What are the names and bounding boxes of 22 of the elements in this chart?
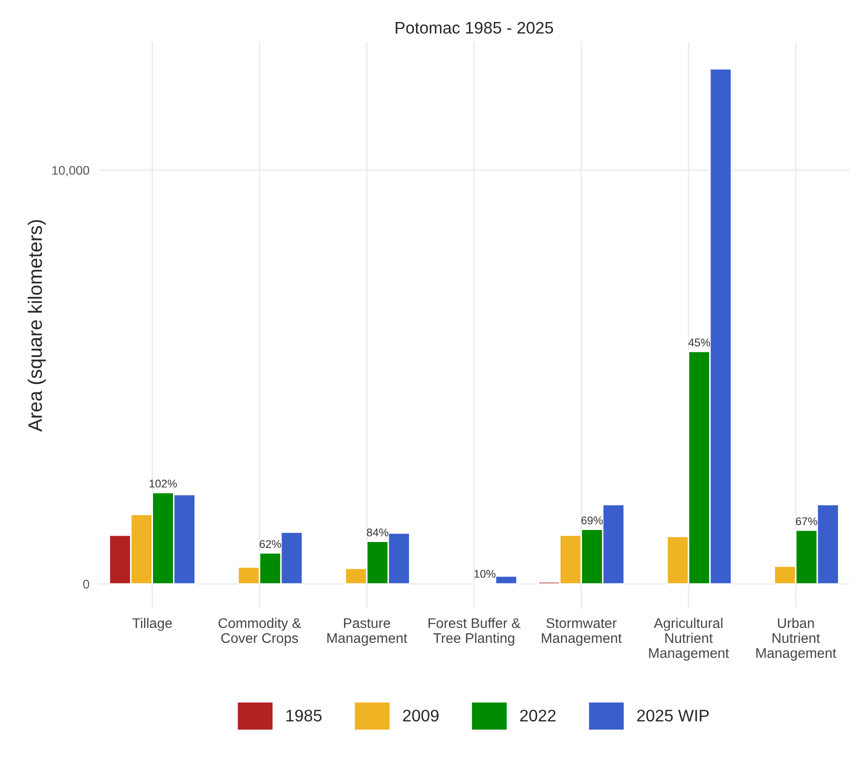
y-tick-label: 0	[83, 580, 90, 589]
x-tick-label: Pasture Management	[327, 618, 408, 646]
annotation: 10%	[474, 570, 496, 578]
legend-label: 2025 WIP	[637, 710, 709, 722]
x-tick-label: Commodity & Cover Crops	[218, 618, 302, 646]
legend-label: 2009	[403, 710, 439, 722]
x-tick-label: Urban Nutrient Management	[756, 618, 836, 661]
x-tick-label: Tillage	[132, 618, 172, 631]
annotation: 67%	[796, 517, 818, 526]
annotation: 84%	[366, 528, 388, 536]
x-tick-label: Agricultural Nutrient Management	[649, 618, 729, 661]
annotation: 45%	[688, 338, 710, 346]
y-tick-label: 10,000	[52, 166, 90, 176]
y-axis-title: Area (square kilometers)	[28, 220, 46, 432]
chart-title: Potomac 1985 - 2025	[396, 22, 554, 34]
annotation: 69%	[581, 516, 603, 524]
annotation: 102%	[150, 480, 177, 488]
legend-label: 1985	[286, 710, 322, 722]
x-tick-label: Forest Buffer & Tree Planting	[428, 618, 520, 646]
annotation: 62%	[260, 540, 281, 548]
legend-label: 2022	[520, 710, 556, 722]
x-tick-label: Stormwater Management	[542, 618, 622, 646]
